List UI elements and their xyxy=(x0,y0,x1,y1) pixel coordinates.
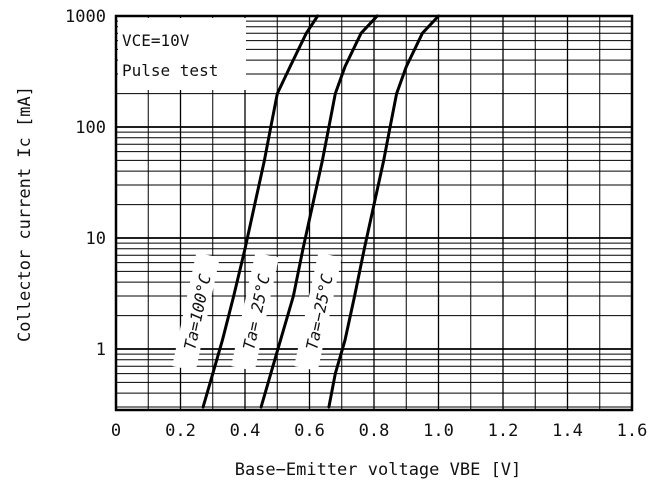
x-tick-label: 0 xyxy=(111,421,121,441)
curve-label-backing xyxy=(294,252,342,372)
x-tick-label: 0.2 xyxy=(165,421,196,441)
plot-frame xyxy=(114,14,634,412)
curve-series-3 xyxy=(327,14,440,409)
curve-series-1 xyxy=(201,14,320,409)
y-tick-labels: 1 10 100 1000 xyxy=(65,7,106,360)
grid xyxy=(116,16,632,410)
condition-box xyxy=(118,18,246,90)
x-axis-title: Base−Emitter voltage VBE [V] xyxy=(235,460,522,480)
y-axis-title: Collector current Ic [mA] xyxy=(15,86,35,342)
curve-label-backing xyxy=(231,252,279,372)
curves xyxy=(201,14,440,409)
curve-label-backing xyxy=(172,252,220,372)
y-tick-label: 1000 xyxy=(65,7,106,27)
x-tick-label: 0.4 xyxy=(230,421,261,441)
condition-vce: VCE=10V xyxy=(122,31,190,50)
y-tick-label: 100 xyxy=(75,118,106,138)
y-tick-label: 1 xyxy=(96,340,106,360)
x-tick-label: 0.8 xyxy=(359,421,390,441)
curve-labels: Ta=100°C Ta= 25°C Ta=−25°C xyxy=(172,252,342,372)
x-tick-labels: 0 0.2 0.4 0.6 0.8 1.0 1.2 1.4 1.6 xyxy=(111,421,647,441)
x-tick-label: 1.0 xyxy=(423,421,454,441)
y-tick-label: 10 xyxy=(86,229,106,249)
x-tick-label: 1.6 xyxy=(617,421,648,441)
x-tick-label: 1.4 xyxy=(552,421,583,441)
x-tick-label: 0.6 xyxy=(294,421,325,441)
curve-label-group: Ta=−25°C xyxy=(294,252,342,372)
x-tick-label: 1.2 xyxy=(488,421,519,441)
condition-pulse: Pulse test xyxy=(122,61,218,80)
curve-series-2 xyxy=(259,14,379,409)
